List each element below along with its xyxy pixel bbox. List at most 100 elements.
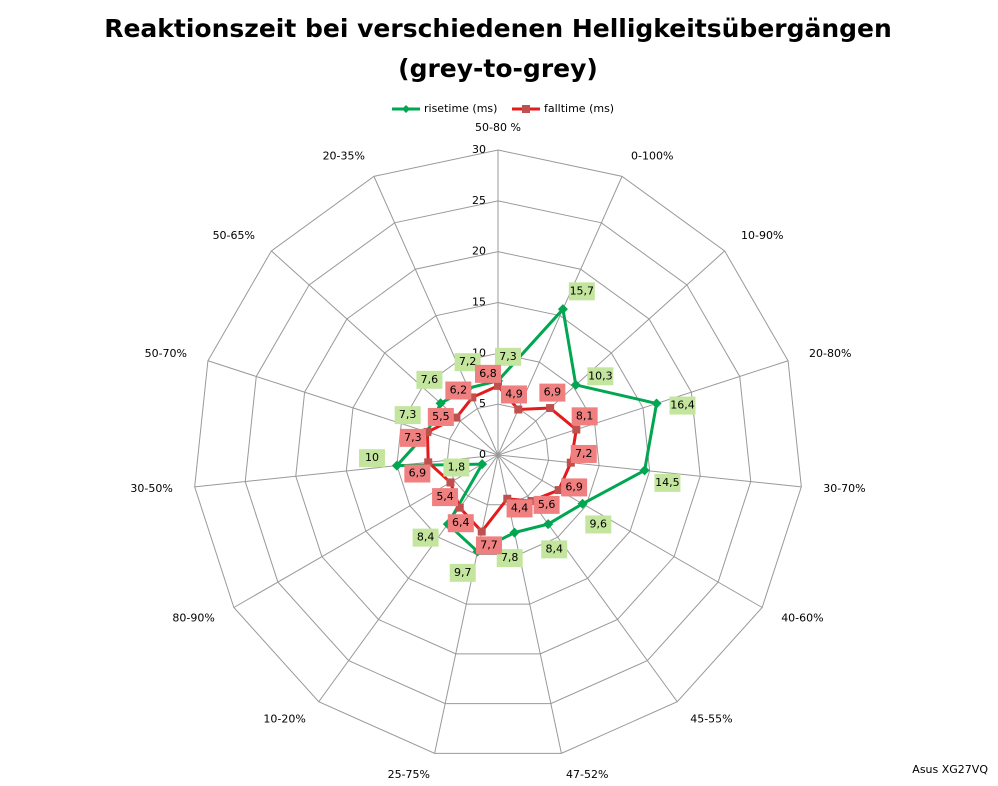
- value-label: 4,9: [505, 387, 523, 400]
- category-label: 80-90%: [172, 612, 214, 625]
- spoke: [497, 250, 725, 456]
- credit: Asus XG27VQ: [912, 763, 988, 776]
- value-label-box: [443, 458, 470, 477]
- y-tick-label: 5: [479, 397, 486, 410]
- value-label-box: [496, 549, 523, 568]
- category-label: 50-65%: [213, 229, 255, 242]
- marker: [554, 486, 563, 495]
- value-label: 7,3: [499, 350, 517, 363]
- value-label: 8,4: [417, 531, 435, 544]
- category-label: 20-35%: [323, 149, 365, 162]
- marker: [557, 304, 568, 315]
- category-label: 20-80%: [809, 347, 851, 360]
- value-label: 7,8: [501, 551, 519, 564]
- chart-title: (grey-to-grey): [398, 54, 598, 83]
- value-label-box: [432, 488, 459, 507]
- marker: [514, 405, 523, 414]
- category-label: 30-70%: [823, 482, 865, 495]
- value-label-box: [447, 514, 474, 533]
- marker: [455, 503, 464, 512]
- value-label: 7,2: [575, 447, 593, 460]
- value-label: 14,5: [655, 476, 680, 489]
- category-label: 10-20%: [263, 713, 305, 726]
- value-label-box: [533, 495, 560, 514]
- value-label-box: [427, 407, 454, 426]
- value-label: 16,4: [670, 399, 695, 412]
- legend-marker: [402, 105, 410, 113]
- value-label-box: [445, 381, 472, 400]
- y-tick-label: 25: [472, 194, 486, 207]
- marker: [543, 519, 554, 530]
- value-label: 5,5: [432, 410, 450, 423]
- marker: [423, 428, 432, 437]
- category-label: 45-55%: [690, 713, 732, 726]
- value-label-box: [568, 282, 595, 301]
- spoke: [318, 454, 499, 703]
- value-label: 6,4: [452, 516, 470, 529]
- value-label-box: [394, 406, 421, 425]
- value-label-box: [501, 385, 528, 404]
- value-label-box: [412, 528, 439, 547]
- value-label: 6,8: [479, 367, 497, 380]
- value-label-box: [399, 428, 426, 447]
- legend-label: falltime (ms): [544, 102, 614, 115]
- value-label: 7,6: [421, 373, 439, 386]
- category-label: 47-52%: [566, 768, 608, 781]
- value-label: 7,3: [404, 431, 422, 444]
- marker: [477, 459, 488, 470]
- value-label-box: [475, 364, 501, 383]
- marker: [570, 379, 581, 390]
- value-label-box: [476, 536, 503, 555]
- grid-ring: [446, 403, 550, 506]
- marker: [509, 527, 520, 538]
- marker: [424, 458, 433, 467]
- marker: [546, 404, 555, 413]
- value-label-box: [587, 367, 614, 386]
- spoke: [497, 454, 763, 608]
- value-label: 9,6: [590, 517, 608, 530]
- category-label: 0-100%: [631, 149, 673, 162]
- y-tick-label: 30: [472, 143, 486, 156]
- value-label: 9,7: [454, 566, 472, 579]
- category-label: 30-50%: [130, 482, 172, 495]
- value-label-box: [570, 444, 597, 463]
- spoke: [497, 454, 678, 703]
- marker: [452, 413, 461, 422]
- value-label-box: [358, 449, 385, 468]
- value-label-box: [495, 347, 521, 366]
- value-label-box: [561, 478, 588, 497]
- value-label-box: [404, 464, 431, 483]
- marker: [651, 398, 662, 409]
- marker: [391, 460, 402, 471]
- value-label: 7,7: [480, 538, 498, 551]
- value-label-box: [416, 370, 443, 389]
- category-label: 10-90%: [741, 229, 783, 242]
- grid-ring: [194, 149, 802, 754]
- legend-label: risetime (ms): [424, 102, 497, 115]
- marker: [435, 398, 446, 409]
- y-tick-label: 0: [479, 448, 486, 461]
- value-label-box: [506, 499, 533, 518]
- spoke: [207, 360, 499, 456]
- marker: [572, 425, 581, 434]
- spoke: [373, 176, 499, 456]
- spoke: [497, 454, 802, 488]
- value-label-box: [449, 563, 476, 582]
- grid-ring: [295, 251, 701, 655]
- category-label: 40-60%: [781, 612, 823, 625]
- value-label: 10,3: [588, 369, 613, 382]
- legend-marker: [522, 105, 530, 113]
- value-label: 10: [365, 451, 379, 464]
- value-label: 7,2: [459, 355, 477, 368]
- category-label: 25-75%: [388, 768, 430, 781]
- spoke: [434, 454, 499, 754]
- y-tick-label: 20: [472, 245, 486, 258]
- value-label-box: [539, 383, 566, 402]
- value-label: 15,7: [570, 284, 595, 297]
- value-label: 5,6: [538, 498, 556, 511]
- value-label: 4,4: [511, 501, 529, 514]
- value-label-box: [454, 353, 481, 372]
- value-label: 8,4: [545, 542, 563, 555]
